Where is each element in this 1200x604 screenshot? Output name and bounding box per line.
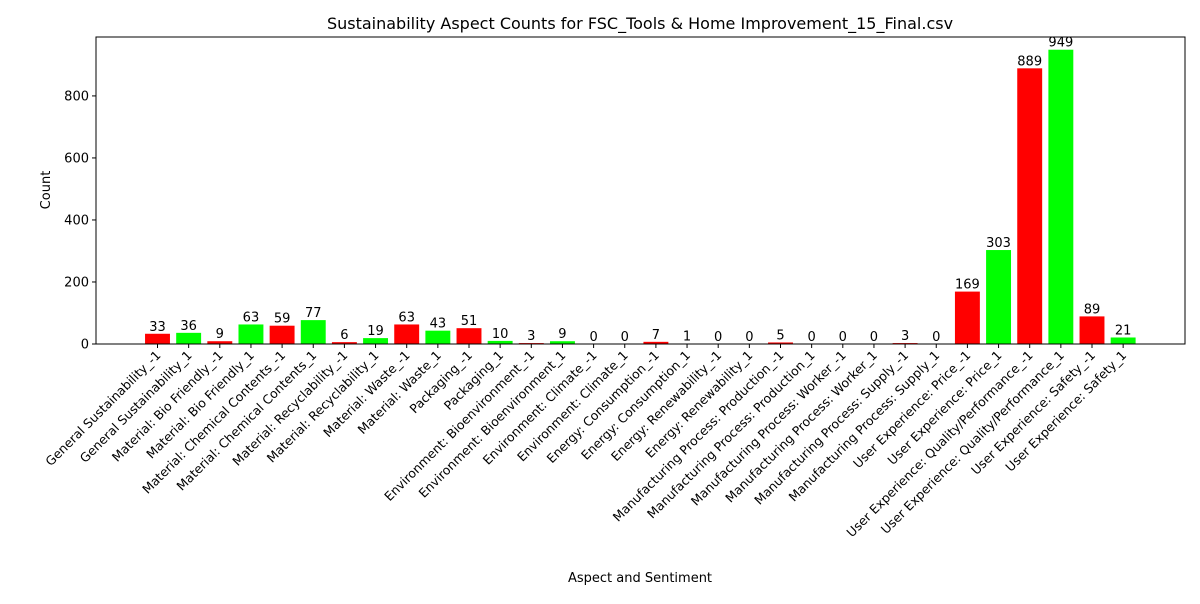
bar: [238, 324, 263, 344]
bar-value-label: 1: [683, 330, 691, 345]
bar-value-label: 6: [340, 328, 348, 343]
bar: [176, 333, 201, 344]
bar: [425, 331, 450, 344]
bar: [1017, 68, 1042, 344]
bar-value-label: 169: [955, 278, 980, 293]
bar-value-label: 3: [527, 329, 535, 344]
y-tick-label: 400: [64, 213, 89, 228]
bar-value-label: 89: [1084, 302, 1101, 317]
bar-value-label: 21: [1115, 323, 1132, 338]
y-tick-label: 0: [81, 338, 89, 353]
y-tick-label: 200: [64, 275, 89, 290]
bar: [955, 292, 980, 344]
bar: [457, 328, 482, 344]
bar-value-label: 7: [652, 328, 660, 343]
bar-value-label: 9: [216, 327, 224, 342]
chart-title: Sustainability Aspect Counts for FSC_Too…: [327, 14, 953, 34]
bar-value-label: 0: [621, 330, 629, 345]
bar: [986, 250, 1011, 344]
bar-value-label: 0: [932, 330, 940, 345]
bar-value-label: 0: [714, 330, 722, 345]
bar-value-label: 5: [776, 328, 784, 343]
bar-value-label: 949: [1048, 36, 1073, 51]
bar: [1080, 316, 1105, 344]
bar-value-label: 19: [367, 324, 384, 339]
bars-layer: [145, 50, 1136, 344]
bar-value-label: 9: [558, 327, 566, 342]
bar: [270, 326, 295, 344]
bar: [301, 320, 326, 344]
y-tick-label: 600: [64, 151, 89, 166]
bar-value-label: 3: [901, 329, 909, 344]
bar-value-label: 33: [149, 320, 166, 335]
bar-value-label: 51: [461, 314, 478, 329]
y-axis: 0 200 400 600 800: [64, 89, 96, 352]
y-axis-label: Count: [39, 171, 54, 210]
bar-value-label: 889: [1017, 54, 1042, 69]
bar-value-label: 0: [808, 330, 816, 345]
bar: [1048, 50, 1073, 344]
bar-value-label: 63: [243, 310, 260, 325]
bar-value-label: 10: [492, 327, 509, 342]
bar-value-label: 36: [180, 319, 197, 334]
bar-value-label: 0: [589, 330, 597, 345]
bar: [394, 324, 419, 344]
bar-value-label: 43: [430, 317, 447, 332]
bar-value-label: 59: [274, 312, 291, 327]
x-axis-label: Aspect and Sentiment: [568, 571, 712, 586]
bar-value-label: 0: [870, 330, 878, 345]
y-tick-label: 800: [64, 89, 89, 104]
bar-value-label: 0: [839, 330, 847, 345]
bar-value-label: 0: [745, 330, 753, 345]
bar-value-label: 77: [305, 306, 322, 321]
bar-value-label: 303: [986, 236, 1011, 251]
bar-value-label: 63: [398, 310, 415, 325]
bar: [145, 334, 170, 344]
